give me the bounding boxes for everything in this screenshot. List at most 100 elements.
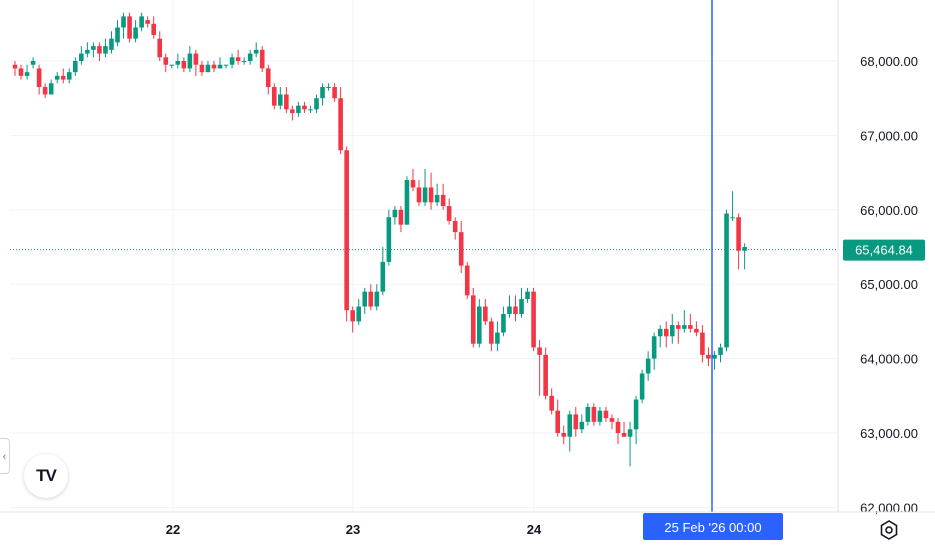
candle	[229, 53, 235, 69]
candle-body	[428, 187, 434, 203]
candle	[223, 64, 229, 69]
candle-body	[567, 414, 573, 437]
axes: 68,000.00 67,000.00 66,000.00 65,000.00 64,0…	[0, 0, 935, 537]
candle	[48, 79, 54, 95]
candle	[730, 191, 735, 221]
candle	[374, 284, 380, 311]
candle	[688, 313, 693, 333]
candle	[24, 64, 30, 80]
candle-body	[682, 325, 687, 329]
candle	[79, 46, 84, 65]
current-price-badge-bg	[843, 239, 925, 261]
candle	[645, 351, 651, 381]
candle	[332, 83, 337, 102]
candle	[308, 105, 313, 114]
chevron-left-icon[interactable]: ‹	[0, 438, 10, 474]
candle	[241, 57, 247, 65]
candle-body	[706, 354, 711, 359]
candle	[452, 217, 458, 240]
candle	[392, 206, 398, 225]
candle	[543, 347, 548, 400]
candle-body	[362, 291, 368, 307]
candle	[537, 340, 542, 396]
candle-body	[712, 354, 717, 359]
gear-icon[interactable]	[878, 519, 900, 541]
candle-body	[18, 68, 24, 76]
x-tick-label: 24	[527, 522, 542, 537]
candle-body	[121, 16, 126, 28]
candle-body	[271, 87, 277, 106]
candle-body	[718, 347, 723, 355]
candle	[495, 321, 500, 352]
candle	[235, 49, 241, 65]
candle-body	[290, 109, 295, 114]
candle-body	[386, 217, 392, 262]
candle-body	[477, 306, 482, 344]
candle	[519, 287, 524, 318]
candle-body	[217, 64, 223, 69]
candle-body	[187, 53, 193, 69]
candle-body	[639, 373, 645, 400]
crosshair-time-label: 25 Feb '26 00:00	[664, 520, 761, 535]
candle	[676, 321, 681, 344]
candle-body	[229, 57, 235, 65]
candle	[60, 68, 66, 84]
candle-body	[543, 354, 548, 396]
candle-body	[253, 49, 259, 54]
current-price-badge: 65,464.84	[843, 239, 925, 261]
candle-body	[489, 321, 494, 344]
candle	[284, 87, 289, 114]
candle-body	[48, 83, 54, 95]
candle	[525, 287, 530, 303]
candle	[712, 351, 717, 370]
candle-body	[296, 105, 301, 114]
overlays: 65,464.84 25 Feb '26 00:00	[10, 0, 925, 540]
candle-body	[139, 16, 144, 28]
current-price-label: 65,464.84	[855, 243, 913, 258]
candle	[314, 94, 319, 114]
candle-body	[555, 410, 560, 433]
candle-body	[181, 61, 187, 69]
candle	[477, 299, 482, 348]
candle	[483, 299, 488, 326]
candle	[489, 317, 494, 352]
candle-body	[109, 38, 114, 50]
candle-body	[507, 306, 512, 314]
candle	[133, 20, 138, 43]
candle-body	[404, 180, 410, 225]
candle	[163, 53, 169, 73]
candle-body	[163, 57, 169, 65]
candle	[157, 31, 163, 61]
candle-body	[247, 53, 253, 61]
candle	[561, 425, 567, 445]
candle	[368, 284, 374, 311]
candle-body	[344, 150, 349, 311]
candle	[169, 64, 175, 69]
grid	[10, 0, 838, 512]
candle	[669, 313, 675, 344]
candle	[633, 395, 639, 445]
candle-body	[669, 325, 675, 337]
candle	[326, 83, 331, 91]
candle	[410, 168, 416, 192]
candle-body	[60, 75, 66, 80]
candle	[338, 87, 343, 154]
candle	[501, 306, 506, 337]
candle-body	[730, 217, 735, 219]
candle-body	[30, 61, 36, 65]
candle-body	[205, 64, 211, 73]
candle-body	[338, 98, 343, 151]
candle-body	[115, 27, 120, 43]
candle	[440, 183, 446, 210]
candle-body	[724, 213, 729, 348]
x-tick-label: 22	[166, 522, 180, 537]
candle	[217, 57, 223, 69]
candle-body	[694, 328, 699, 333]
candle	[591, 403, 597, 426]
candle-body	[591, 406, 597, 422]
x-tick-label: 23	[346, 522, 360, 537]
candle-body	[495, 332, 500, 344]
y-tick-label: 65,000.00	[860, 277, 918, 292]
